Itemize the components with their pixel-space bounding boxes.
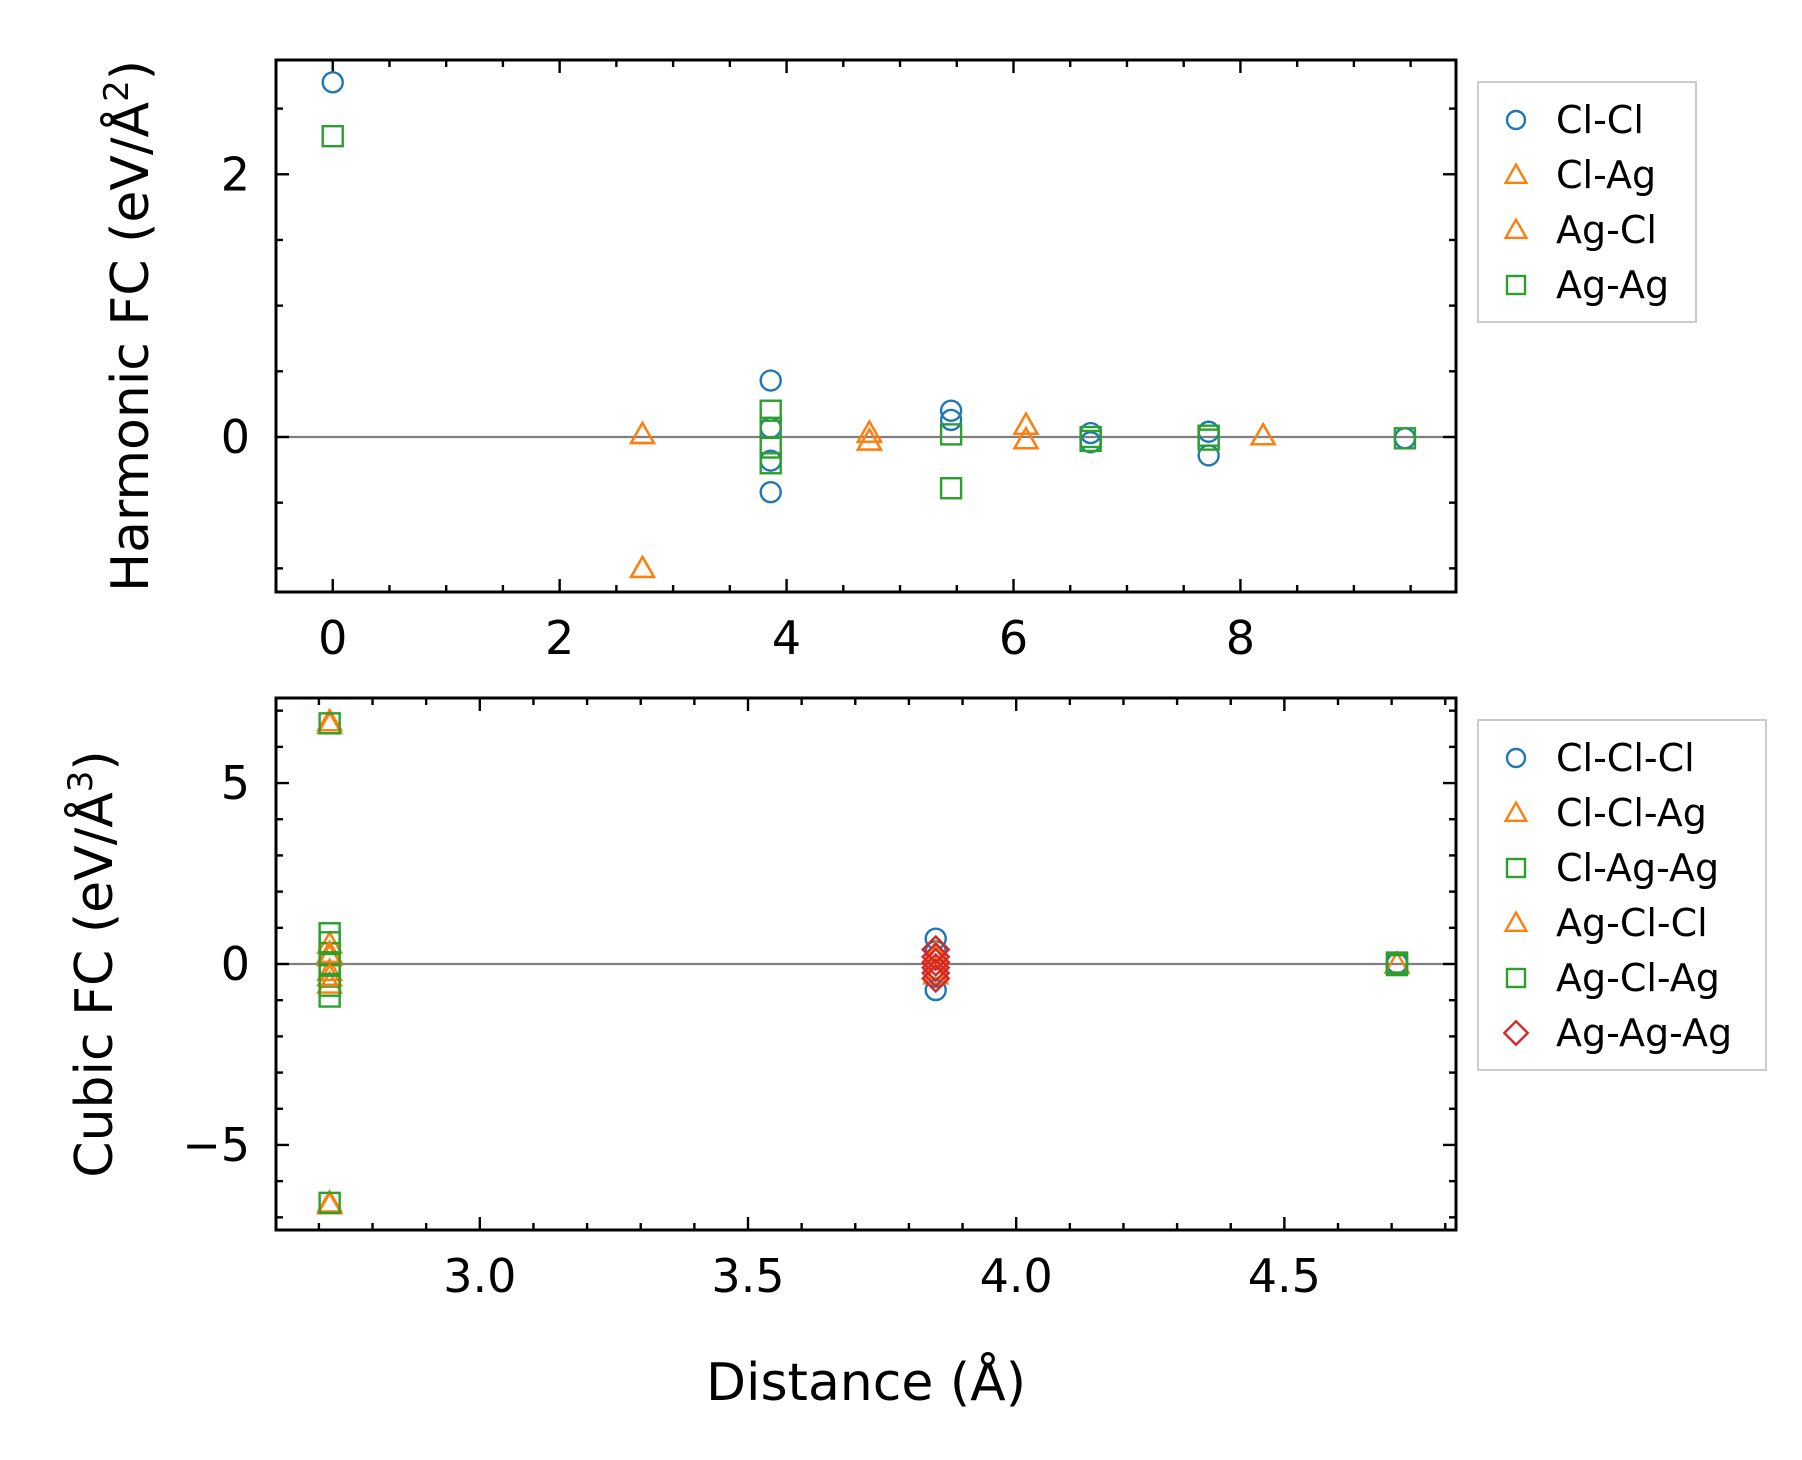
data-point [318,931,341,954]
plot-frame [274,58,1458,594]
data-point [316,969,344,994]
data-point [855,419,883,443]
data-point [855,427,883,451]
series-ag-ag-ag [921,934,951,994]
y-tick-label: 0 [221,410,250,464]
data-point [939,423,963,446]
legend-label: Ag-Ag-Ag [1556,1011,1732,1055]
data-point [318,1191,341,1215]
x-tick-labels: 0 2 4 6 8 [318,611,1255,665]
y-axis-label: Harmonic FC (eV/Å2) [97,60,161,592]
legend-marker [1505,109,1527,131]
data-point [321,124,344,148]
data-point [316,707,344,732]
plot-frame [274,696,1458,1232]
data-point [1012,411,1040,436]
legend-frame [1477,81,1697,323]
data-point [628,554,657,579]
data-point [759,452,782,475]
data-point [921,963,951,994]
data-point [1197,428,1220,451]
data-points [316,707,1411,1215]
x-tick-labels: 3.0 3.5 4.0 4.5 [443,1249,1321,1303]
legend-label: Cl-Cl-Cl [1556,736,1695,780]
y-axis-label: Cubic FC (eV/Å3) [61,750,125,1177]
data-point [318,712,341,735]
legend-label: Ag-Cl [1556,208,1657,252]
data-point [628,420,657,445]
legend-marker [1505,857,1527,879]
legend-marker [1503,217,1529,239]
x-tick-label: 8 [1226,611,1255,665]
legend-label: Cl-Ag [1556,153,1656,197]
legend-marker [1503,162,1529,184]
data-point [939,477,963,500]
data-point [1079,429,1102,453]
legend-marker [1502,1019,1530,1047]
data-point [316,1188,344,1213]
data-point [921,934,951,965]
x-tick-label: 2 [545,611,574,665]
y-tick-label: 0 [221,937,250,991]
legend-marker [1503,800,1529,822]
legend-marker [1505,967,1527,989]
legend-marker [1505,747,1527,769]
x-axis-label: Distance (Å) [706,1351,1026,1413]
x-tick-label: 3.5 [711,1249,784,1303]
data-point [921,947,951,977]
data-points [321,71,1417,579]
legend-label: Ag-Ag [1556,263,1669,307]
data-point [759,480,782,504]
y-tick-label: −5 [182,1118,250,1172]
x-tick-label: 4.0 [980,1249,1053,1303]
legend-label: Ag-Cl-Ag [1556,956,1720,1000]
series-ag-cl-ag [318,712,1409,1215]
data-point [1393,427,1417,450]
y-tick-label: 2 [221,147,250,201]
data-point [759,436,782,459]
data-point [921,958,951,988]
x-tick-label: 4 [772,611,801,665]
legend-label: Cl-Cl-Ag [1556,791,1707,835]
x-tick-label: 4.5 [1248,1249,1321,1303]
data-point [316,957,344,982]
data-point [939,408,963,432]
y-tick-labels: −5 0 5 [182,756,250,1172]
data-point [318,974,341,997]
series-ag-ag [321,124,1417,500]
x-tick-label: 0 [318,611,347,665]
legend-marker [1503,910,1529,932]
legend-label: Cl-Ag-Ag [1556,846,1719,890]
y-tick-labels: 02 [221,147,250,464]
data-point [1012,425,1040,450]
x-tick-label: 3.0 [443,1249,516,1303]
data-point [759,399,782,422]
legend: Cl-Cl Cl-Ag Ag-Cl Ag-Ag [1477,81,1697,323]
data-point [1249,421,1277,446]
data-point [939,399,963,422]
legend: Cl-Cl-Cl Cl-Cl-Ag Cl-Ag-Ag Ag-Cl-Cl Ag-Cl-Ag… [1477,719,1767,1071]
series-ag-cl [628,411,1277,579]
cubic-fc-panel: 3.0 3.5 4.0 4.5 −5 0 5 Cubic FC (eV/Å3) Dista… [61,696,1767,1413]
data-point [318,952,341,976]
data-point [921,942,951,972]
y-tick-label: 5 [221,756,250,810]
data-point [1385,952,1409,976]
x-tick-label: 6 [999,611,1028,665]
legend-frame [1477,719,1767,1071]
legend-marker [1505,274,1527,296]
legend-label: Ag-Cl-Cl [1556,901,1708,945]
data-point [921,952,951,983]
legend-label: Cl-Cl [1556,98,1644,142]
data-point [759,369,782,392]
data-point [321,71,344,94]
